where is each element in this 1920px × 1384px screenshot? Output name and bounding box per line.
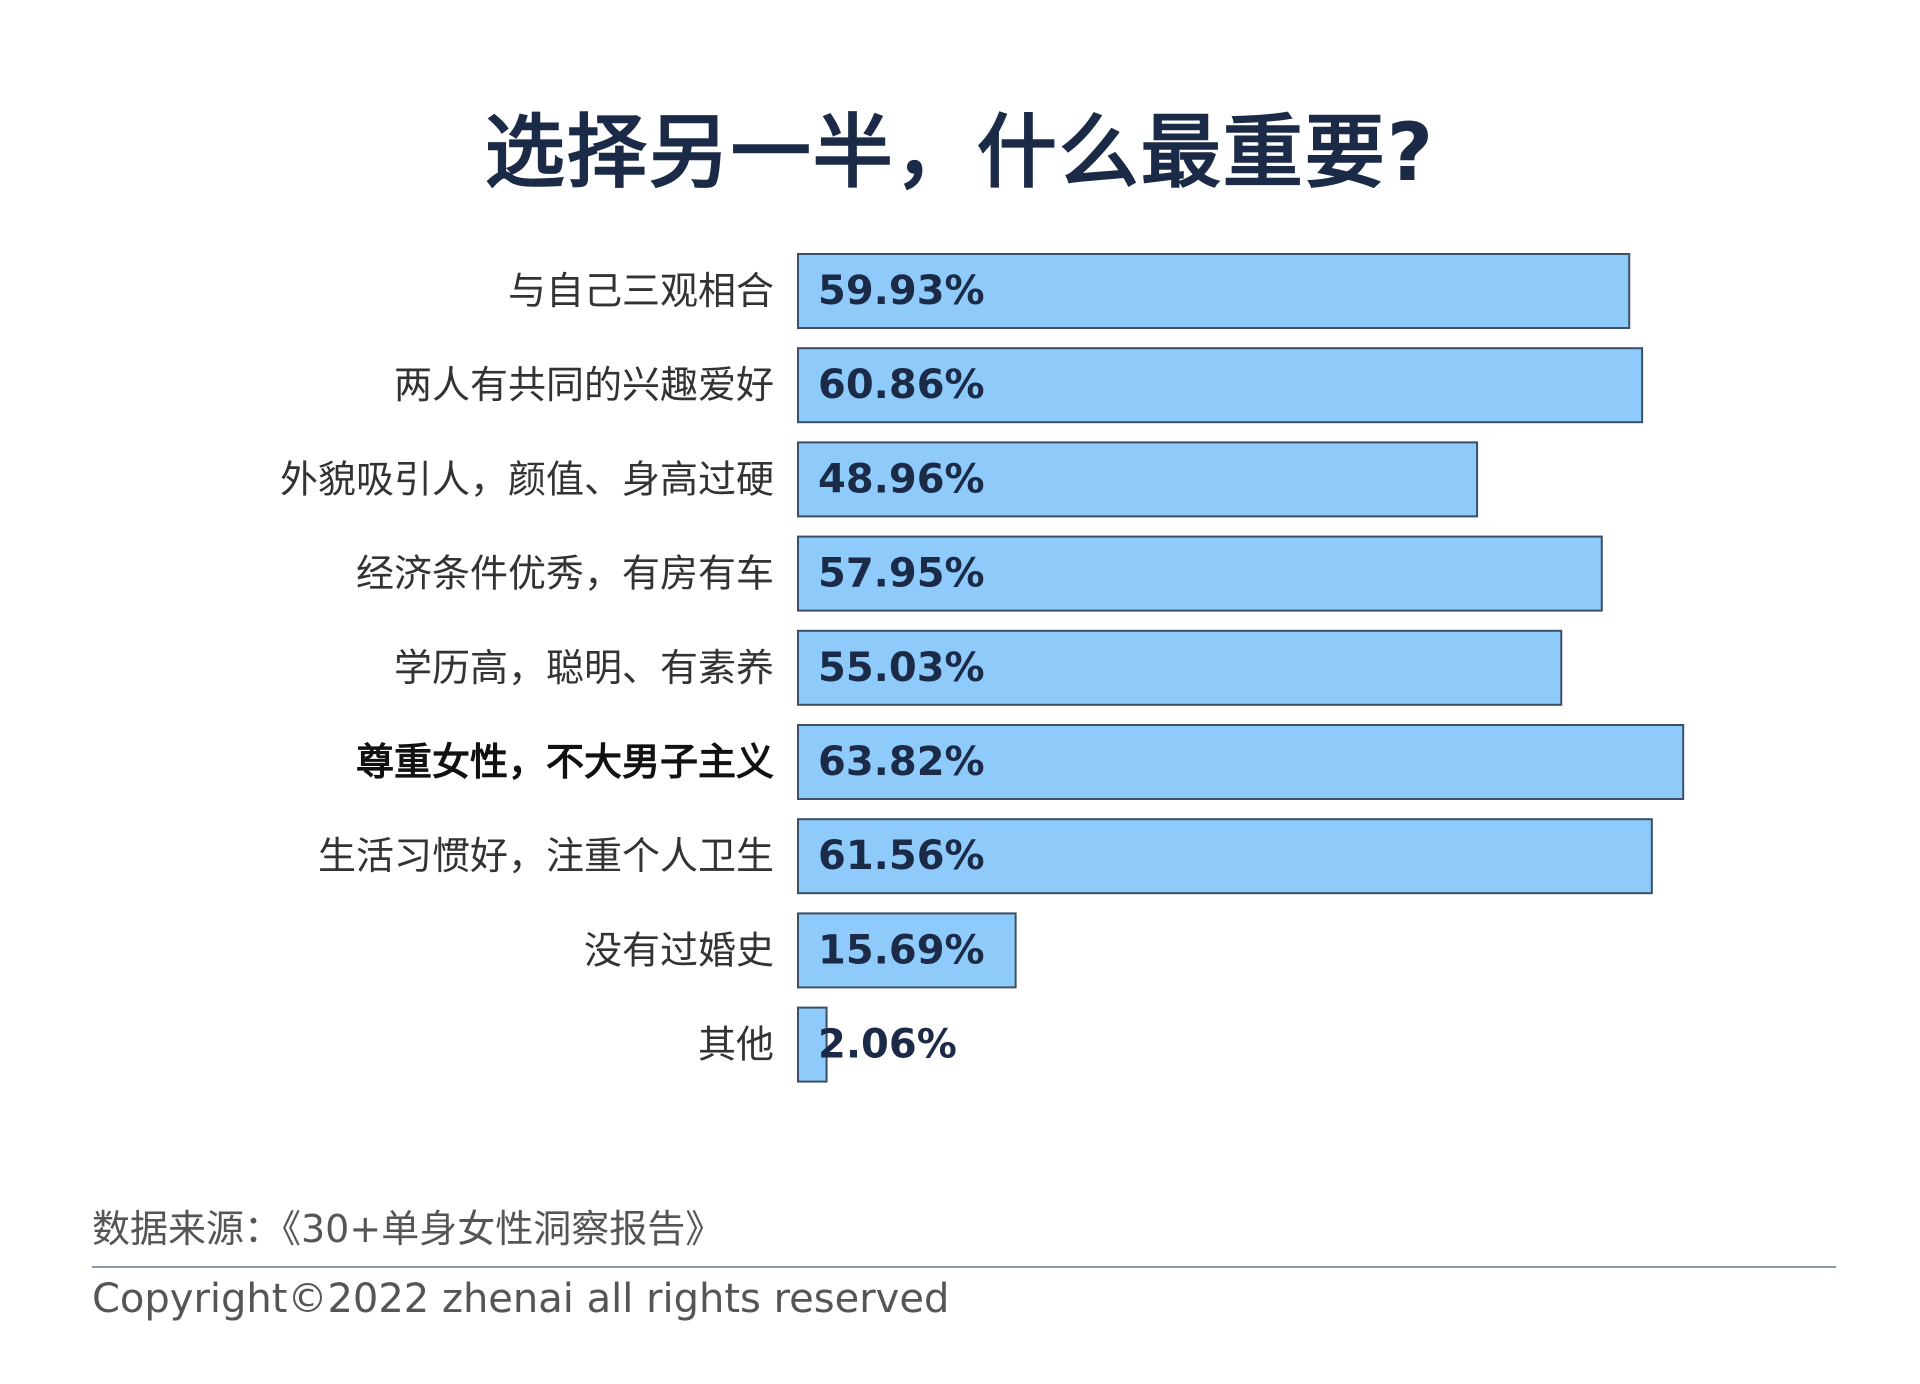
footer-divider bbox=[92, 1266, 1836, 1268]
data-label: 61.56% bbox=[818, 833, 985, 879]
data-label: 2.06% bbox=[818, 1022, 957, 1068]
category-label: 两人有共同的兴趣爱好 bbox=[394, 363, 774, 407]
category-label: 尊重女性，不大男子主义 bbox=[356, 740, 774, 784]
bar bbox=[797, 818, 1653, 895]
data-label: 60.86% bbox=[818, 362, 985, 408]
data-label: 59.93% bbox=[818, 268, 985, 314]
bar bbox=[797, 253, 1631, 329]
category-label: 与自己三观相合 bbox=[508, 269, 774, 313]
category-label: 生活习惯好，注重个人卫生 bbox=[318, 834, 774, 878]
bar bbox=[797, 535, 1603, 612]
category-label: 没有过婚史 bbox=[584, 928, 774, 972]
category-label: 其他 bbox=[698, 1023, 774, 1067]
bar bbox=[797, 912, 1017, 989]
category-label: 经济条件优秀，有房有车 bbox=[356, 552, 774, 596]
bar bbox=[797, 1006, 828, 1083]
data-source-note: 数据来源：《30+单身女性洞察报告》 bbox=[92, 1207, 724, 1251]
category-label: 外貌吸引人，颜值、身高过硬 bbox=[280, 457, 774, 501]
copyright-notice: Copyright©2022 zhenai all rights reserve… bbox=[92, 1276, 950, 1322]
data-label: 15.69% bbox=[818, 927, 985, 973]
category-label: 学历高，聪明、有素养 bbox=[394, 646, 774, 690]
bar bbox=[797, 629, 1563, 706]
chart-title: 选择另一半，什么最重要? bbox=[484, 106, 1436, 199]
data-label: 57.95% bbox=[818, 551, 985, 597]
bar bbox=[797, 441, 1479, 518]
data-label: 55.03% bbox=[818, 645, 985, 691]
bar bbox=[797, 724, 1685, 800]
bar bbox=[797, 347, 1644, 424]
data-label: 48.96% bbox=[818, 456, 985, 502]
data-label: 63.82% bbox=[818, 739, 985, 785]
